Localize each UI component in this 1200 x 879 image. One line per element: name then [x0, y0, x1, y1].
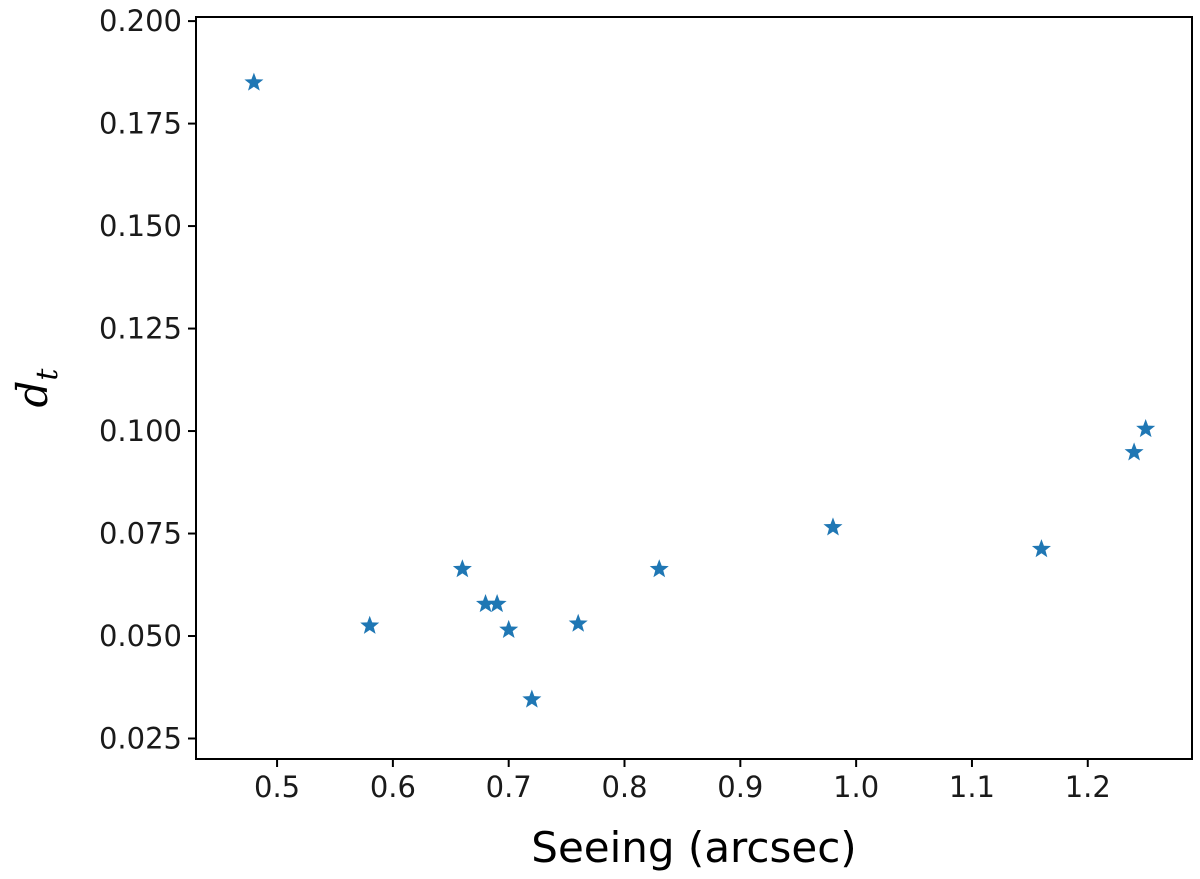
x-axis-ticks: 0.5 0.6 0.7 0.8 0.9 1.0 1.1 1.2: [254, 759, 1111, 804]
data-point: [1031, 539, 1051, 558]
x-tick-label: 1.2: [1065, 770, 1111, 804]
data-point: [360, 615, 380, 634]
y-tick-label: 0.100: [99, 414, 182, 448]
data-point: [1124, 442, 1144, 461]
x-tick-label: 0.6: [370, 770, 416, 804]
x-tick-label: 0.7: [486, 770, 532, 804]
data-point: [823, 517, 843, 536]
y-axis-label-subscript: t: [30, 368, 65, 381]
data-point: [522, 689, 542, 708]
y-tick-label: 0.150: [99, 209, 182, 243]
data-point: [568, 613, 588, 632]
y-tick-label: 0.200: [99, 4, 182, 38]
data-points: [244, 72, 1156, 708]
data-point: [499, 619, 519, 638]
y-tick-label: 0.050: [99, 619, 182, 653]
data-point: [1136, 418, 1156, 438]
plot-area: [195, 16, 1193, 760]
x-tick-label: 0.8: [601, 770, 647, 804]
y-axis-ticks: 0.025 0.050 0.075 0.100 0.125 0.150 0.175 0.200: [99, 4, 196, 756]
x-tick-label: 1.0: [833, 770, 879, 804]
y-tick-label: 0.075: [99, 517, 182, 551]
x-tick-label: 0.9: [717, 770, 763, 804]
y-tick-label: 0.125: [99, 312, 182, 346]
x-axis-label: Seeing (arcsec): [531, 823, 856, 872]
data-point: [476, 594, 496, 613]
x-tick-label: 0.5: [254, 770, 300, 804]
y-axis-label: dt: [8, 368, 65, 408]
data-point: [244, 72, 264, 91]
data-point: [649, 559, 669, 578]
data-point: [487, 594, 507, 613]
data-point: [452, 559, 472, 578]
x-tick-label: 1.1: [949, 770, 995, 804]
y-tick-label: 0.025: [99, 722, 182, 756]
y-tick-label: 0.175: [99, 107, 182, 141]
y-axis-label-main: d: [8, 381, 57, 408]
